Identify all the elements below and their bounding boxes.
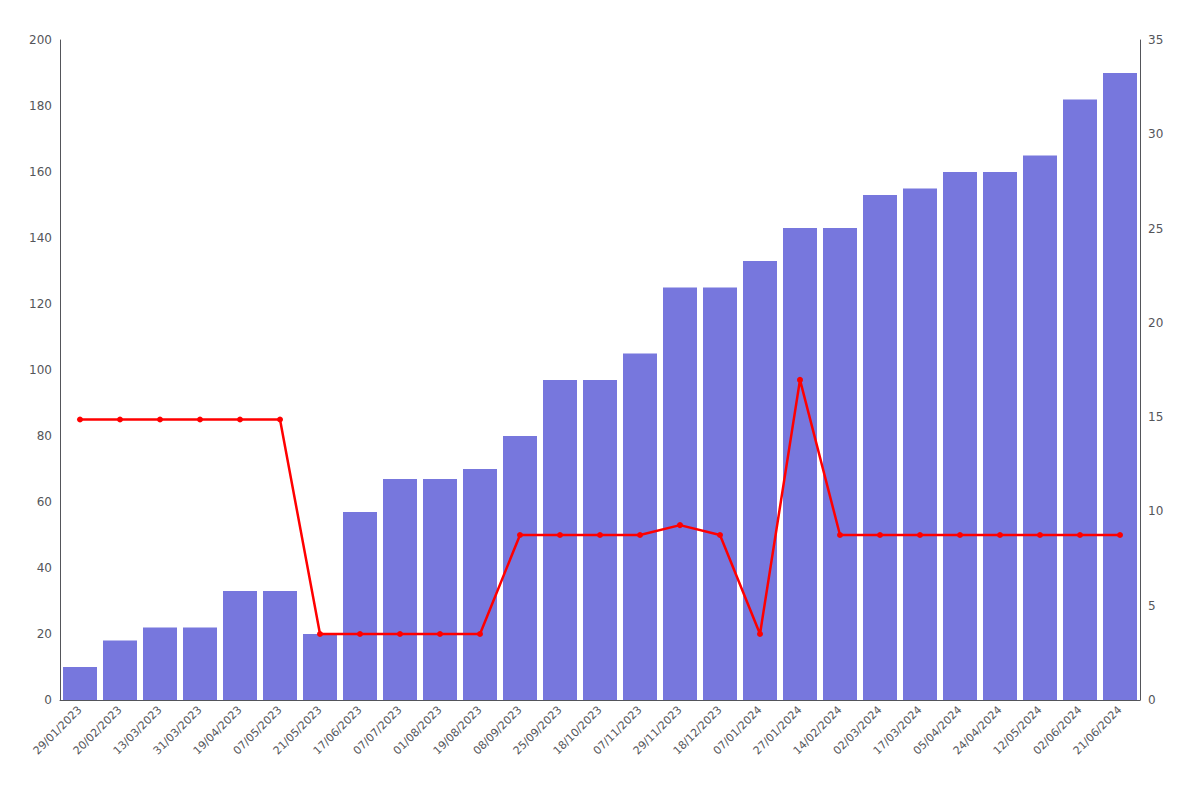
svg-text:60: 60 <box>37 495 52 509</box>
svg-text:20/02/2023: 20/02/2023 <box>70 703 125 758</box>
svg-text:29/01/2023: 29/01/2023 <box>30 703 85 758</box>
svg-text:20: 20 <box>1148 316 1163 330</box>
svg-text:02/06/2024: 02/06/2024 <box>1030 703 1085 758</box>
svg-text:40: 40 <box>37 561 52 575</box>
svg-text:17/06/2023: 17/06/2023 <box>310 703 365 758</box>
svg-text:200: 200 <box>29 33 52 47</box>
svg-text:24/04/2024: 24/04/2024 <box>950 703 1005 758</box>
svg-text:80: 80 <box>37 429 52 443</box>
svg-text:10: 10 <box>1148 504 1163 518</box>
svg-text:0: 0 <box>1148 693 1156 707</box>
svg-text:02/03/2024: 02/03/2024 <box>830 703 885 758</box>
svg-text:18/12/2023: 18/12/2023 <box>670 703 725 758</box>
svg-text:27/01/2024: 27/01/2024 <box>750 703 805 758</box>
svg-text:13/03/2023: 13/03/2023 <box>110 703 165 758</box>
svg-text:180: 180 <box>29 99 52 113</box>
svg-text:14/02/2024: 14/02/2024 <box>790 703 845 758</box>
svg-text:08/09/2023: 08/09/2023 <box>470 703 525 758</box>
svg-text:17/03/2024: 17/03/2024 <box>870 703 925 758</box>
svg-text:120: 120 <box>29 297 52 311</box>
svg-text:30: 30 <box>1148 127 1163 141</box>
svg-text:5: 5 <box>1148 599 1156 613</box>
svg-text:19/04/2023: 19/04/2023 <box>190 703 245 758</box>
svg-text:01/08/2023: 01/08/2023 <box>390 703 445 758</box>
svg-text:18/10/2023: 18/10/2023 <box>550 703 605 758</box>
svg-text:20: 20 <box>37 627 52 641</box>
svg-text:160: 160 <box>29 165 52 179</box>
svg-text:31/03/2023: 31/03/2023 <box>150 703 205 758</box>
svg-text:0: 0 <box>44 693 52 707</box>
svg-text:100: 100 <box>29 363 52 377</box>
svg-text:35: 35 <box>1148 33 1163 47</box>
svg-text:140: 140 <box>29 231 52 245</box>
svg-text:05/04/2024: 05/04/2024 <box>910 703 965 758</box>
svg-text:25: 25 <box>1148 222 1163 236</box>
svg-text:29/11/2023: 29/11/2023 <box>630 703 685 758</box>
svg-text:07/05/2023: 07/05/2023 <box>230 703 285 758</box>
svg-text:07/11/2023: 07/11/2023 <box>590 703 645 758</box>
svg-text:12/05/2024: 12/05/2024 <box>990 703 1045 758</box>
svg-text:07/01/2024: 07/01/2024 <box>710 703 765 758</box>
svg-text:19/08/2023: 19/08/2023 <box>430 703 485 758</box>
svg-text:15: 15 <box>1148 410 1163 424</box>
svg-text:07/07/2023: 07/07/2023 <box>350 703 405 758</box>
svg-text:25/09/2023: 25/09/2023 <box>510 703 565 758</box>
svg-text:21/06/2024: 21/06/2024 <box>1071 703 1125 757</box>
svg-text:21/05/2023: 21/05/2023 <box>270 703 325 758</box>
